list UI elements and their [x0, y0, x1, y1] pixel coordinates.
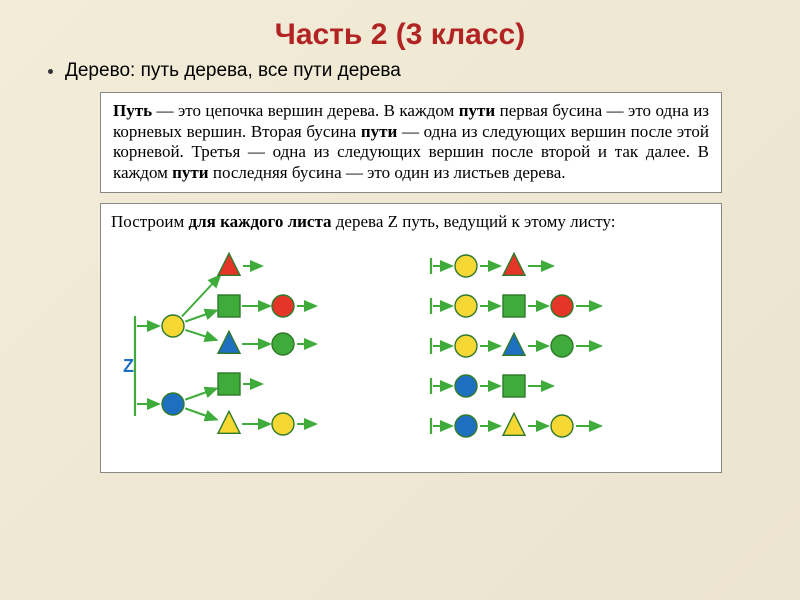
tree-diagram: Z: [111, 236, 701, 466]
title-text: Часть 2 (3 класс): [275, 18, 525, 51]
diagram-caption: Построим для каждого листа дерева Z путь…: [111, 212, 711, 232]
page-title: Часть 2 (3 класс): [0, 0, 800, 60]
definition-box: Путь — это цепочка вершин дерева. В кажд…: [100, 92, 722, 193]
svg-text:Z: Z: [123, 356, 134, 376]
bullet-text: Дерево: путь дерева, все пути дерева: [65, 60, 401, 82]
bullet-item: Дерево: путь дерева, все пути дерева: [48, 60, 800, 82]
bullet-dot-icon: [48, 69, 53, 74]
diagram-box: Построим для каждого листа дерева Z путь…: [100, 203, 722, 473]
